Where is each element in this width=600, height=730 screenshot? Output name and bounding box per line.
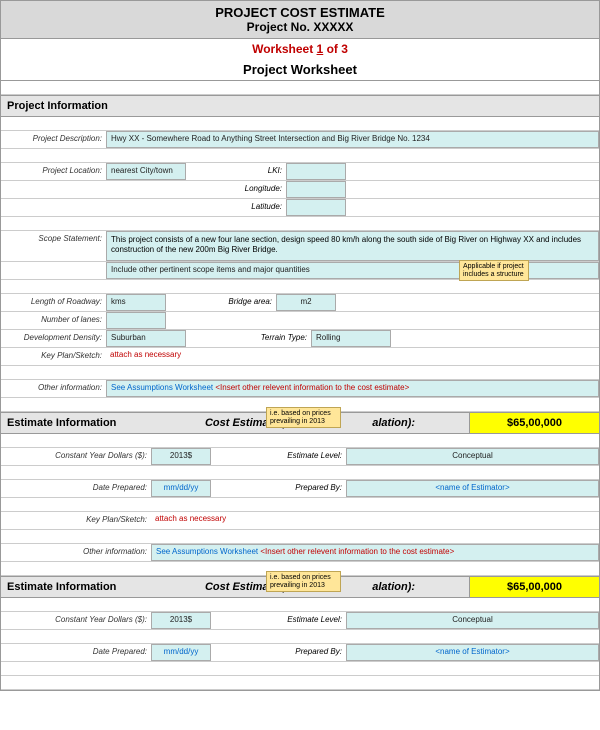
note-prices-2: i.e. based on prices prevailing in 2013 <box>266 571 341 592</box>
input-const-year-1[interactable]: 2013$ <box>151 448 211 465</box>
label-estimate-level-2: Estimate Level: <box>271 612 346 629</box>
input-dev-density[interactable]: Suburban <box>106 330 186 347</box>
label-key-plan-2: Key Plan/Sketch: <box>1 512 151 529</box>
subtitle: Project Worksheet <box>1 59 599 81</box>
input-other-info-2[interactable]: See Assumptions Worksheet <Insert other … <box>151 544 599 561</box>
input-terrain-type[interactable]: Rolling <box>311 330 391 347</box>
label-longitude: Longitude: <box>226 181 286 198</box>
label-estimate-level-1: Estimate Level: <box>271 448 346 465</box>
row-longitude: Longitude: <box>1 181 599 199</box>
label-latitude: Latitude: <box>226 199 286 216</box>
worksheet-indicator: Worksheet 1 of 3 <box>1 39 599 59</box>
doc-title: PROJECT COST ESTIMATE <box>1 5 599 20</box>
input-longitude[interactable] <box>286 181 346 198</box>
label-estimate-info-2: Estimate Information <box>1 577 151 597</box>
label-lki: LKI: <box>226 163 286 180</box>
project-number: Project No. XXXXX <box>1 20 599 34</box>
input-date-prepared-2[interactable]: mm/dd/yy <box>151 644 211 661</box>
input-scope[interactable]: This project consists of a new four lane… <box>106 231 599 261</box>
row-scope-include: Include other pertinent scope items and … <box>1 262 599 280</box>
label-number-lanes: Number of lanes: <box>1 312 106 329</box>
input-const-year-2[interactable]: 2013$ <box>151 612 211 629</box>
row-const-year-2: Constant Year Dollars ($): 2013$ Estimat… <box>1 612 599 630</box>
label-bridge-area: Bridge area: <box>216 294 276 311</box>
label-dev-density: Development Density: <box>1 330 106 347</box>
label-const-year-1: Constant Year Dollars ($): <box>1 448 151 465</box>
label-const-year-2: Constant Year Dollars ($): <box>1 612 151 629</box>
input-number-lanes[interactable] <box>106 312 166 329</box>
row-date-prepared-2: Date Prepared: mm/dd/yy Prepared By: <na… <box>1 644 599 662</box>
row-const-year-1: Constant Year Dollars ($): 2013$ Estimat… <box>1 448 599 466</box>
label-scope: Scope Statement: <box>1 231 106 261</box>
row-other-info-2: Other information: See Assumptions Works… <box>1 544 599 562</box>
row-number-lanes: Number of lanes: <box>1 312 599 330</box>
input-prepared-by-1[interactable]: <name of Estimator> <box>346 480 599 497</box>
row-scope: Scope Statement: This project consists o… <box>1 231 599 262</box>
header-block: PROJECT COST ESTIMATE Project No. XXXXX <box>1 1 599 39</box>
input-lki[interactable] <box>286 163 346 180</box>
row-key-plan: Key Plan/Sketch: attach as necessary <box>1 348 599 366</box>
worksheet: PROJECT COST ESTIMATE Project No. XXXXX … <box>0 0 600 691</box>
row-project-description: Project Description: Hwy XX - Somewhere … <box>1 131 599 149</box>
row-key-plan-2: Key Plan/Sketch: attach as necessary <box>1 512 599 530</box>
value-key-plan-2: attach as necessary <box>151 512 599 529</box>
row-project-location: Project Location: nearest City/town LKI: <box>1 163 599 181</box>
row-dev-density: Development Density: Suburban Terrain Ty… <box>1 330 599 348</box>
note-prices-1: i.e. based on prices prevailing in 2013 <box>266 407 341 428</box>
input-bridge-area[interactable]: m2 <box>276 294 336 311</box>
input-estimate-level-1[interactable]: Conceptual <box>346 448 599 465</box>
label-estimate-info-1: Estimate Information <box>1 413 151 433</box>
label-cost-estimate-1: Cost Estimate (e i.e. based on prices pr… <box>151 413 469 433</box>
label-cost-estimate-2: Cost Estimate (e i.e. based on prices pr… <box>151 577 469 597</box>
label-other-info-2: Other information: <box>1 544 151 561</box>
row-other-info: Other information: See Assumptions Works… <box>1 380 599 398</box>
value-cost-estimate-2: $65,00,000 <box>469 577 599 597</box>
input-estimate-level-2[interactable]: Conceptual <box>346 612 599 629</box>
input-latitude[interactable] <box>286 199 346 216</box>
row-date-prepared-1: Date Prepared: mm/dd/yy Prepared By: <na… <box>1 480 599 498</box>
row-length-roadway: Length of Roadway: kms Bridge area: m2 <box>1 294 599 312</box>
label-prepared-by-1: Prepared By: <box>271 480 346 497</box>
input-length-roadway[interactable]: kms <box>106 294 166 311</box>
label-date-prepared-1: Date Prepared: <box>1 480 151 497</box>
label-date-prepared-2: Date Prepared: <box>1 644 151 661</box>
input-project-description[interactable]: Hwy XX - Somewhere Road to Anything Stre… <box>106 131 599 148</box>
section-project-info: Project Information <box>1 95 599 117</box>
label-key-plan: Key Plan/Sketch: <box>1 348 106 365</box>
input-date-prepared-1[interactable]: mm/dd/yy <box>151 480 211 497</box>
note-structure: Applicable if project includes a structu… <box>459 260 529 281</box>
section-estimate-info-2: Estimate Information Cost Estimate (e i.… <box>1 576 599 598</box>
section-estimate-info-1: Estimate Information Cost Estimate (e i.… <box>1 412 599 434</box>
value-key-plan: attach as necessary <box>106 348 599 365</box>
input-other-info[interactable]: See Assumptions Worksheet <Insert other … <box>106 380 599 397</box>
label-length-roadway: Length of Roadway: <box>1 294 106 311</box>
row-latitude: Latitude: <box>1 199 599 217</box>
label-prepared-by-2: Prepared By: <box>271 644 346 661</box>
label-project-description: Project Description: <box>1 131 106 148</box>
input-prepared-by-2[interactable]: <name of Estimator> <box>346 644 599 661</box>
label-other-info: Other information: <box>1 380 106 397</box>
label-terrain-type: Terrain Type: <box>236 330 311 347</box>
label-project-location: Project Location: <box>1 163 106 180</box>
input-project-location[interactable]: nearest City/town <box>106 163 186 180</box>
value-cost-estimate-1: $65,00,000 <box>469 413 599 433</box>
